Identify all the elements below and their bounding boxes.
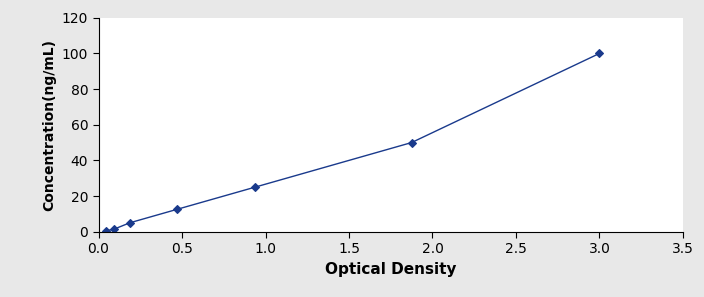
Y-axis label: Concentration(ng/mL): Concentration(ng/mL) [42, 39, 56, 211]
X-axis label: Optical Density: Optical Density [325, 262, 456, 277]
